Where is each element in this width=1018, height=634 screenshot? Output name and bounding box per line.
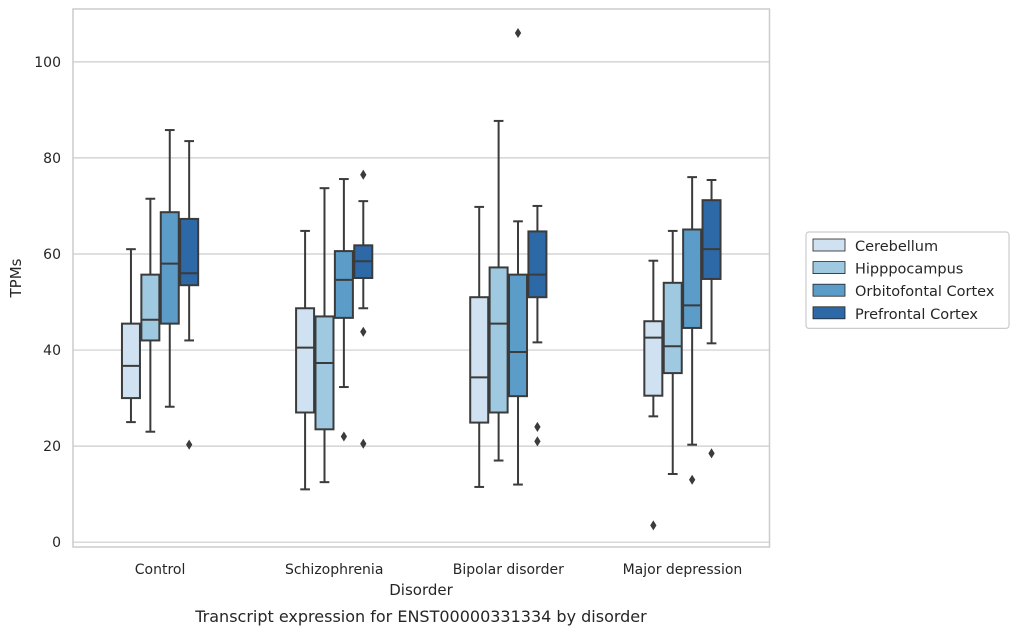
outlier-point xyxy=(688,474,696,485)
category-group xyxy=(469,27,548,488)
y-axis-ticks: 0 20 40 60 80 100 xyxy=(34,55,61,551)
outlier-point xyxy=(534,421,541,432)
box xyxy=(682,228,703,329)
box xyxy=(295,307,316,414)
y-axis-label: TPMs xyxy=(7,258,25,298)
box xyxy=(333,250,354,319)
box xyxy=(488,266,509,414)
x-tick-label: Bipolar disorder xyxy=(453,562,564,578)
box xyxy=(179,217,200,287)
box xyxy=(469,296,490,424)
box xyxy=(508,273,529,398)
box xyxy=(140,273,161,342)
y-tick-label: 60 xyxy=(43,247,61,263)
outlier-point xyxy=(340,431,348,442)
legend-swatch xyxy=(812,283,846,297)
y-tick-label: 80 xyxy=(43,151,61,167)
box xyxy=(120,322,141,400)
x-axis-label: Disorder xyxy=(389,581,453,599)
y-tick-label: 100 xyxy=(34,55,61,71)
legend-label: Hipppocampus xyxy=(855,262,963,278)
y-tick-label: 20 xyxy=(43,439,61,455)
outlier-point xyxy=(534,436,541,447)
box xyxy=(314,315,335,431)
x-axis-ticks: Control Schizophrenia Bipolar disorder Majo… xyxy=(135,562,743,578)
legend-label: Cerebellum xyxy=(855,239,938,255)
legend: Cerebellum Hipppocampus Orbitofontal Corte… xyxy=(805,231,1010,330)
outlier-point xyxy=(650,520,657,531)
outlier-point xyxy=(360,326,367,337)
box xyxy=(643,320,664,397)
box xyxy=(701,199,722,280)
y-tick-label: 40 xyxy=(43,343,61,359)
outlier-point xyxy=(708,448,715,459)
category-group xyxy=(295,169,374,491)
legend-swatch xyxy=(812,238,846,252)
x-tick-label: Schizophrenia xyxy=(285,562,383,578)
plot-frame xyxy=(72,8,771,548)
outlier-point xyxy=(360,438,367,449)
outlier-point xyxy=(360,169,367,180)
outlier-point xyxy=(514,27,522,39)
legend-label: Orbitofontal Cortex xyxy=(855,284,995,300)
legend-swatch xyxy=(812,306,846,320)
legend-label: Prefrontal Cortex xyxy=(855,307,978,323)
box xyxy=(662,281,683,375)
legend-box xyxy=(805,231,1010,330)
chart-caption: Transcript expression for ENST0000033133… xyxy=(194,607,647,626)
box xyxy=(159,211,180,325)
box xyxy=(527,230,548,299)
y-tick-label: 0 xyxy=(52,535,61,551)
category-group xyxy=(120,129,200,450)
outlier-point xyxy=(186,439,193,450)
legend-swatch xyxy=(812,261,846,275)
box-groups xyxy=(120,27,722,531)
x-tick-label: Major depression xyxy=(623,562,743,578)
x-tick-label: Control xyxy=(135,562,186,578)
category-group xyxy=(643,176,722,531)
